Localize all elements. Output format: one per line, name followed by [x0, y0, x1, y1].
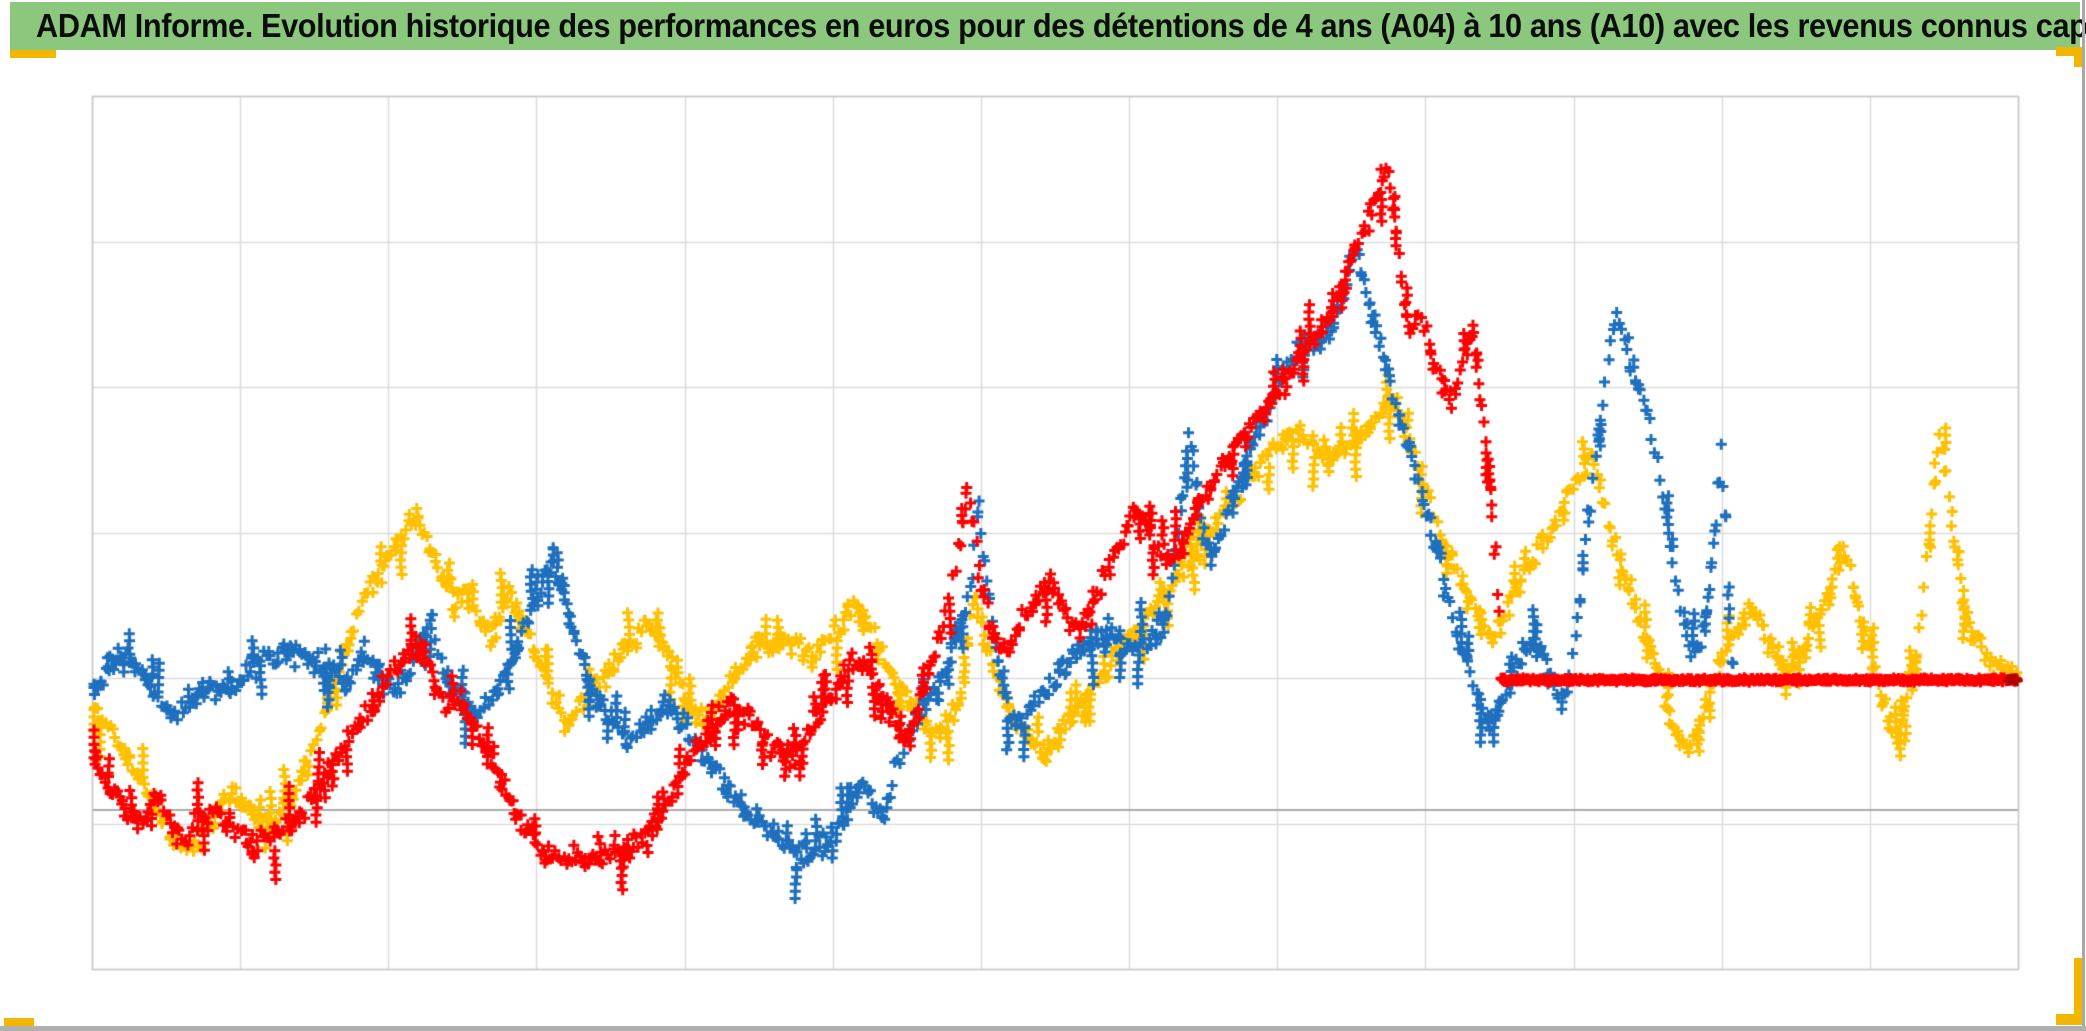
- selection-handle-top-left: [10, 50, 56, 58]
- selection-handle-bottom-right-h: [2056, 1014, 2083, 1025]
- right-edge-line: [2082, 0, 2085, 1031]
- page-title: ADAM Informe. Evolution historique des p…: [36, 7, 2086, 44]
- selection-handle-top-right-h: [2056, 47, 2083, 56]
- bottom-edge-bar: [0, 1026, 2086, 1031]
- selection-handle-top-right-v: [2074, 47, 2083, 67]
- title-bar: ADAM Informe. Evolution historique des p…: [10, 2, 2086, 50]
- selection-handle-bottom-right-v: [2074, 958, 2083, 1025]
